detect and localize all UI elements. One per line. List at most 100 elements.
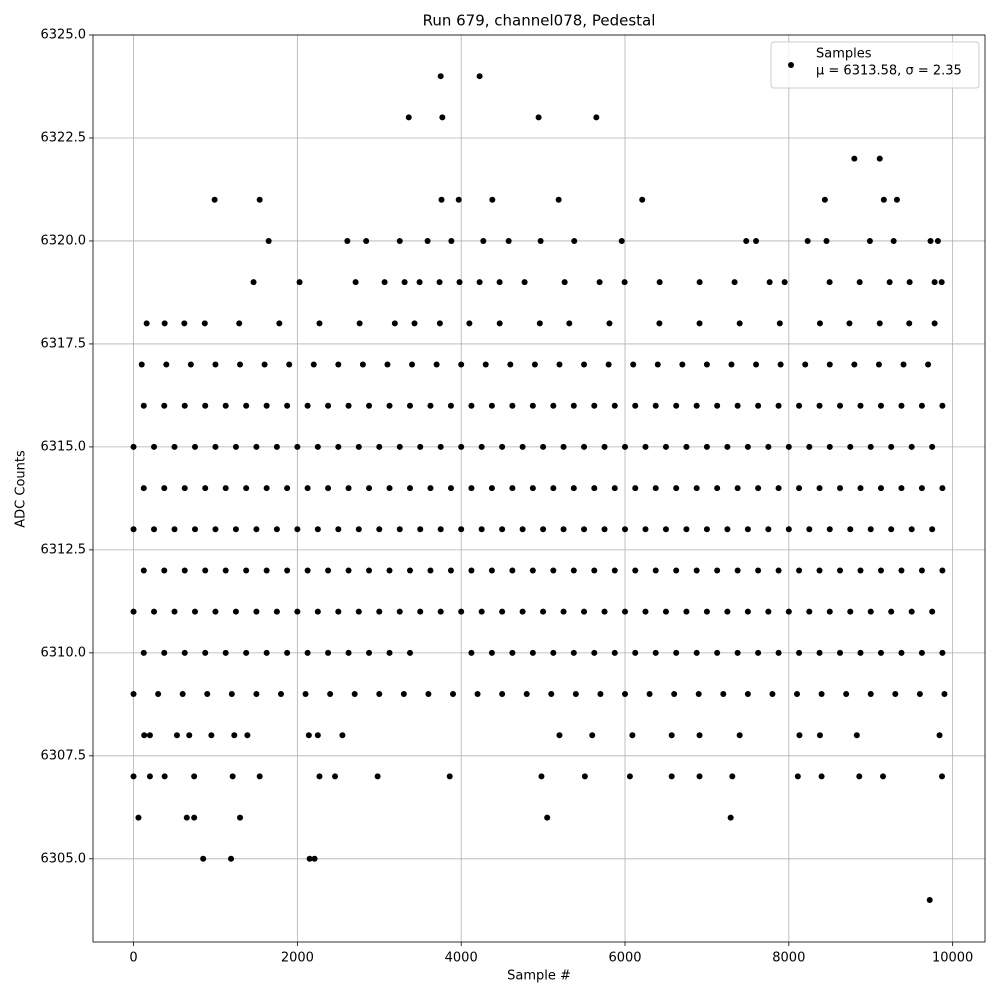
point — [755, 649, 762, 656]
point — [273, 443, 280, 450]
point — [639, 196, 646, 203]
point — [703, 526, 710, 533]
point — [366, 485, 373, 492]
point — [406, 485, 413, 492]
point — [766, 279, 773, 286]
point — [439, 114, 446, 121]
point — [597, 691, 604, 698]
point — [202, 402, 209, 409]
point — [826, 361, 833, 368]
point — [302, 691, 309, 698]
point — [447, 402, 454, 409]
point — [263, 567, 270, 574]
point — [785, 526, 792, 533]
point — [536, 320, 543, 327]
point — [816, 485, 823, 492]
point — [714, 567, 721, 574]
point — [696, 320, 703, 327]
point — [548, 691, 555, 698]
point — [265, 237, 272, 244]
point — [384, 361, 391, 368]
point — [630, 361, 637, 368]
y-tick-label: 6312.5 — [41, 542, 87, 557]
point — [171, 526, 178, 533]
point — [284, 567, 291, 574]
point — [656, 320, 663, 327]
point — [386, 485, 393, 492]
point — [228, 855, 235, 862]
point — [816, 567, 823, 574]
point — [366, 402, 373, 409]
point — [769, 691, 776, 698]
point — [918, 567, 925, 574]
point — [570, 402, 577, 409]
point — [775, 485, 782, 492]
point — [906, 320, 913, 327]
point — [703, 443, 710, 450]
point — [391, 320, 398, 327]
point — [714, 649, 721, 656]
point — [561, 279, 568, 286]
legend-label: Samples — [816, 47, 872, 62]
point — [345, 402, 352, 409]
point — [601, 608, 608, 615]
point — [765, 608, 772, 615]
point — [703, 361, 710, 368]
point — [314, 526, 321, 533]
point — [673, 402, 680, 409]
point — [601, 443, 608, 450]
point — [679, 361, 686, 368]
point — [695, 691, 702, 698]
point — [351, 691, 358, 698]
point — [816, 320, 823, 327]
point — [796, 485, 803, 492]
point — [476, 73, 483, 80]
y-tick-label: 6322.5 — [41, 130, 87, 145]
point — [458, 608, 465, 615]
point — [356, 320, 363, 327]
point — [540, 443, 547, 450]
point — [753, 237, 760, 244]
point — [550, 402, 557, 409]
point — [478, 443, 485, 450]
point — [804, 237, 811, 244]
point — [273, 608, 280, 615]
point — [877, 649, 884, 656]
point — [531, 361, 538, 368]
point — [284, 649, 291, 656]
point — [236, 320, 243, 327]
point — [936, 732, 943, 739]
point — [381, 279, 388, 286]
point — [880, 773, 887, 780]
point — [325, 402, 332, 409]
point — [662, 608, 669, 615]
point — [256, 773, 263, 780]
point — [243, 485, 250, 492]
point — [794, 773, 801, 780]
point — [693, 649, 700, 656]
point — [140, 485, 147, 492]
point — [482, 361, 489, 368]
point — [744, 443, 751, 450]
point — [507, 361, 514, 368]
point — [146, 773, 153, 780]
point — [191, 526, 198, 533]
point — [853, 732, 860, 739]
point — [171, 443, 178, 450]
point — [359, 361, 366, 368]
point — [668, 773, 675, 780]
point — [458, 526, 465, 533]
point — [151, 608, 158, 615]
point — [400, 691, 407, 698]
y-tick-label: 6315.0 — [41, 439, 87, 454]
point — [566, 320, 573, 327]
point — [212, 526, 219, 533]
point — [856, 773, 863, 780]
point — [436, 279, 443, 286]
point — [325, 567, 332, 574]
point — [765, 526, 772, 533]
point — [437, 608, 444, 615]
point — [140, 402, 147, 409]
point — [755, 485, 762, 492]
point — [938, 279, 945, 286]
